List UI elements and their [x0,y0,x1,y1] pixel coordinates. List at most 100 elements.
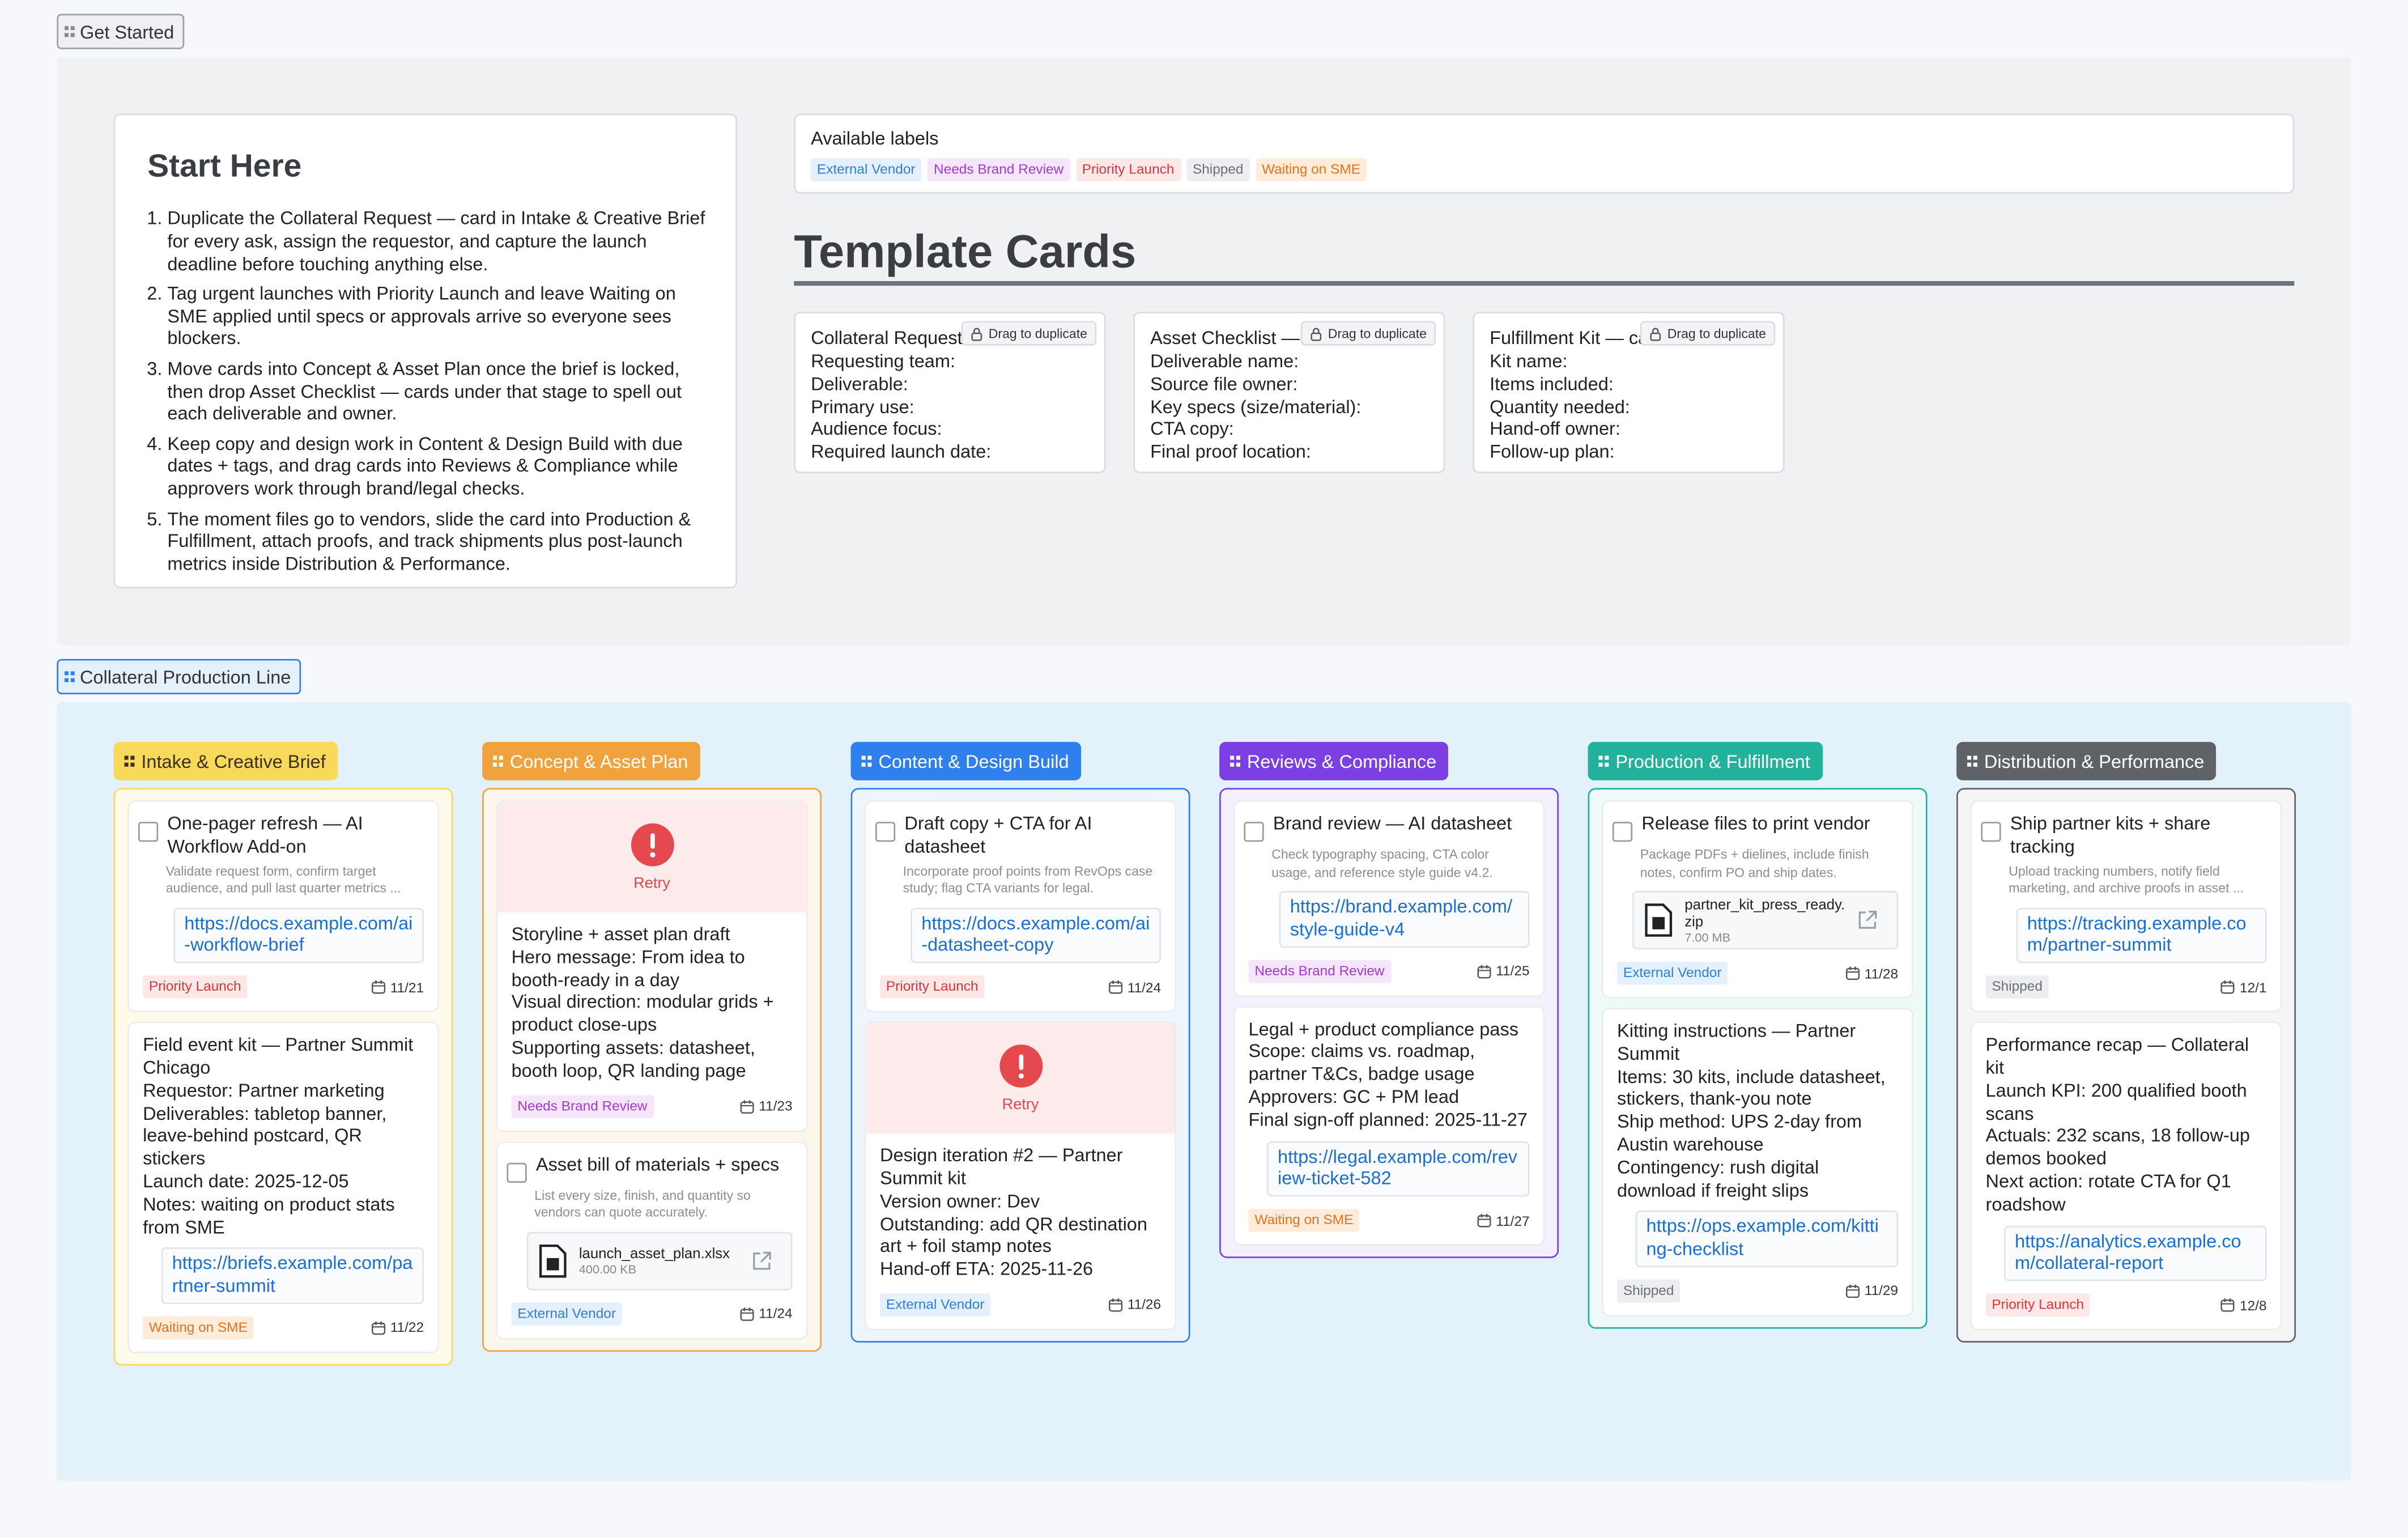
card[interactable]: Legal + product compliance pass Scope: cl… [1235,1007,1543,1245]
link[interactable]: https://docs.example.com/ai-datasheet-co… [921,911,1150,956]
link[interactable]: https://legal.example.com/review-ticket-… [1278,1145,1518,1190]
lock-icon [1309,326,1322,341]
card-footer: Needs Brand Review 11/23 [511,1094,793,1118]
grip-icon-part [867,762,872,766]
card-line: Requestor: Partner marketing [143,1079,385,1101]
label-chip: Shipped [1186,158,1250,181]
card-content: Asset bill of materials + specs List ever… [497,1142,806,1337]
column-title: Reviews & Compliance [1246,750,1437,772]
grip-icon-part [493,755,503,766]
lock-icon-part [971,332,982,341]
card-line: Contingency: rush digital download if fr… [1617,1156,1819,1201]
column-header[interactable]: Reviews & Compliance [1219,742,1449,780]
link[interactable]: https://docs.example.com/ai-workflow-bri… [184,911,413,956]
drag-button[interactable]: Drag to duplicate [1300,321,1436,346]
alert-icon-part [1018,1073,1023,1079]
calendar-icon-part [1477,1214,1492,1228]
label-chip: Waiting on SME [143,1316,254,1340]
due-date-text: 11/28 [1864,965,1899,981]
labels-row: External Vendor Needs Brand Review Priorit… [811,158,2277,181]
grip-icon-part [70,25,75,29]
card-line: Launch date: 2025-12-05 [143,1170,349,1192]
drag-button[interactable]: Drag to duplicate [1639,321,1776,346]
link[interactable]: https://ops.example.com/kitting-checklis… [1646,1215,1879,1260]
calendar-icon-part [1109,980,1123,995]
card-title: Asset bill of materials + specs [535,1153,780,1175]
lock-icon-part [1649,332,1661,341]
template-field: Required launch date: [811,441,992,463]
label-chip: Needs Brand Review [511,1094,654,1118]
calendar-icon-part [1477,1215,1492,1228]
column-header[interactable]: Intake & Creative Brief [113,742,338,780]
card[interactable]: Release files to print vendor Package PDF… [1603,801,1912,997]
due-date-text: 11/27 [1496,1213,1530,1229]
column-header[interactable]: Content & Design Build [850,742,1082,780]
card-description: Package PDFs + dielines, include finish … [1640,846,1869,880]
lock-icon [970,326,982,341]
checkbox[interactable] [875,822,896,842]
calendar-icon [1477,1214,1492,1228]
link[interactable]: https://tracking.example.com/partner-sum… [2027,911,2247,956]
grip-icon-part [64,25,75,36]
card[interactable]: Kitting instructions — Partner Summit Ite… [1603,1009,1912,1315]
card[interactable]: Brand review — AI datasheet Check typogra… [1235,801,1543,995]
checkbox[interactable] [1244,822,1264,842]
card[interactable]: Field event kit — Partner Summit Chicago… [129,1023,438,1352]
card-footer: Priority Launch 11/24 [880,975,1161,999]
card[interactable]: Asset bill of materials + specs List ever… [497,1142,806,1338]
card-line: Kitting instructions — Partner Summit [1617,1020,1856,1064]
drag-button[interactable]: Drag to duplicate [960,321,1097,346]
card[interactable]: Performance recap — Collateral kit Launch… [1972,1023,2281,1329]
card-line: Storyline + asset plan draft [511,923,730,945]
due-date: 12/8 [2221,1297,2267,1313]
checkbox[interactable] [1612,822,1633,842]
section-tab[interactable]: Collateral Production Line [57,659,302,695]
card[interactable]: Draft copy + CTA for AI datasheet Incorpo… [866,801,1175,1011]
attachment-name: launch_asset_plan.xlsx [578,1245,730,1262]
grip-icon-part [1598,755,1603,759]
card[interactable]: Retry Design iteration #2 — Partner Summi… [866,1023,1175,1329]
card-title-row: Ship partner kits + share tracking [1981,813,2267,858]
open-icon-part [1858,910,1877,929]
card-title: Release files to print vendor [1641,812,1870,834]
card-footer: Shipped 11/29 [1617,1279,1898,1303]
step: Tag urgent launches with Priority Launch… [167,282,720,350]
section-tab[interactable]: Get Started [57,14,185,49]
column-header[interactable]: Concept & Asset Plan [482,742,701,780]
grip-icon-part [493,755,497,759]
retry-block[interactable]: Retry [497,801,806,912]
link[interactable]: https://brand.example.com/style-guide-v4 [1290,895,1513,940]
link-box: https://brand.example.com/style-guide-v4 [1279,891,1530,948]
attachment[interactable]: launch_asset_plan.xlsx 400.00 KB [526,1231,793,1290]
checkbox[interactable] [507,1162,527,1182]
file-icon-part [539,1243,567,1277]
card[interactable]: Ship partner kits + share tracking Upload… [1972,801,2281,1011]
checkbox[interactable] [1981,822,2001,842]
column-title: Production & Fulfillment [1615,750,1810,772]
grip-icon [1967,755,1978,767]
due-date-text: 11/22 [390,1320,424,1336]
calendar-icon [740,1306,755,1321]
card-content: Field event kit — Partner Summit Chicago… [129,1024,438,1352]
grip-icon [861,755,873,767]
link[interactable]: https://briefs.example.com/partner-summi… [172,1252,413,1297]
template-card[interactable]: Asset Checklist — card Drag to duplicate D… [1133,312,1445,473]
grip-icon-part [1230,755,1240,766]
grip-icon-part [1973,762,1977,766]
due-date-text: 11/23 [759,1098,793,1114]
template-card[interactable]: Collateral Request — card Drag to duplica… [794,312,1106,473]
template-card[interactable]: Fulfillment Kit — card Drag to duplicate K… [1473,312,1785,473]
column-header[interactable]: Production & Fulfillment [1588,742,1823,780]
checkbox[interactable] [138,822,159,842]
label-chip: Needs Brand Review [1248,959,1391,983]
retry-block[interactable]: Retry [866,1023,1175,1134]
calendar-icon-part [2221,980,2235,995]
attachment[interactable]: partner_kit_press_ready.zip 7.00 MB [1632,891,1899,950]
column-header[interactable]: Distribution & Performance [1956,742,2217,780]
open-icon [751,1250,772,1271]
template-card-title: Fulfillment Kit — card [1490,327,1665,349]
card[interactable]: One-pager refresh — AI Workflow Add-on Va… [129,801,438,1011]
link[interactable]: https://analytics.example.com/collateral… [2015,1229,2241,1274]
start-here-card: Start Here Duplicate the Collateral Reque… [113,113,737,589]
card[interactable]: Retry Storyline + asset plan draft Hero me… [497,801,806,1130]
